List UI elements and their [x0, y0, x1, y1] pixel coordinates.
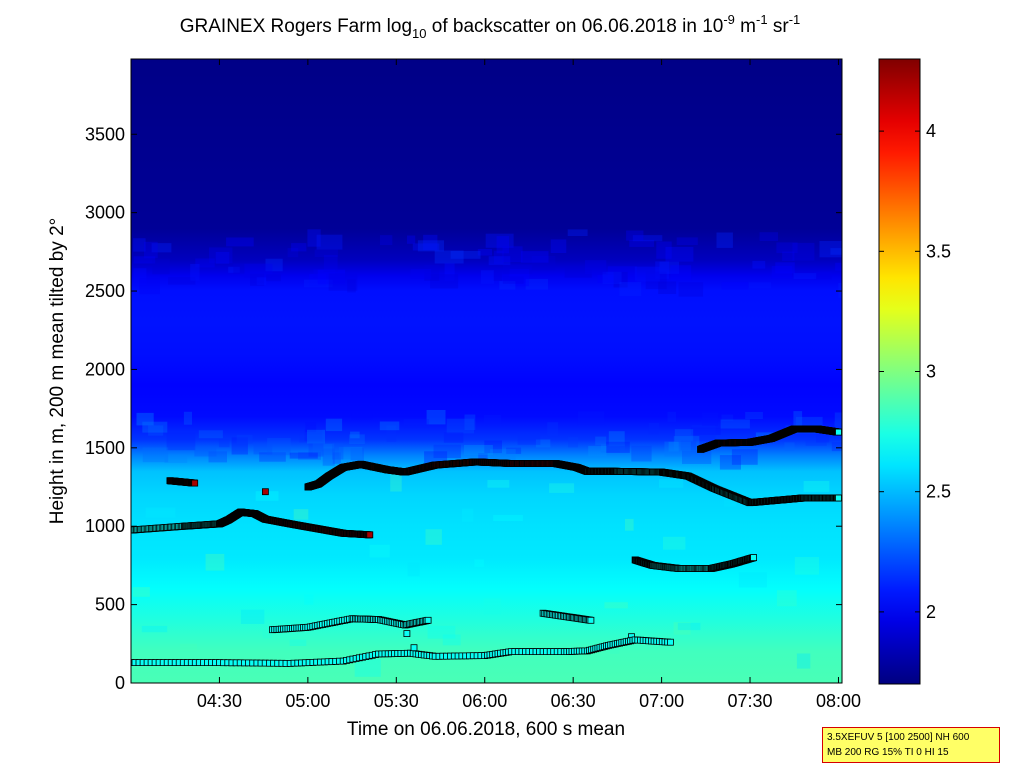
layer-marker	[667, 638, 674, 646]
layer-marker	[835, 428, 842, 436]
layer-marker	[750, 554, 757, 561]
colorbar-tick-label: 2.5	[926, 482, 951, 502]
info-line-1: 3.5XEFUV 5 [100 2500] NH 600	[827, 732, 970, 743]
y-tick-label: 500	[95, 595, 125, 615]
plot-area: 04:30 05:00 05:30 06:00 06:30 07:00 07:30 08:00…	[85, 58, 861, 711]
layer-markers	[131, 425, 842, 667]
colorbar: 2 2.5 3 3.5 4	[878, 58, 951, 685]
x-axis-ticks: 04:30 05:00 05:30 06:00 06:30 07:00 07:30 08:00	[197, 59, 861, 711]
x-tick-label: 05:30	[374, 691, 419, 711]
heatmap-field	[131, 59, 842, 683]
x-tick-label: 06:30	[551, 691, 596, 711]
x-tick-label: 08:00	[816, 691, 861, 711]
layer-marker	[410, 644, 418, 652]
title-part-3: m	[735, 16, 756, 37]
y-tick-label: 3000	[85, 203, 125, 223]
colorbar-ticks: 2 2.5 3 3.5 4	[879, 121, 951, 622]
colorbar-tick-label: 4	[926, 121, 936, 141]
plot-frame	[130, 58, 843, 684]
y-tick-label: 2500	[85, 281, 125, 301]
x-tick-label: 07:00	[639, 691, 684, 711]
y-axis-ticks: 0 500 1000 1500 2000 2500 3000 3500	[85, 124, 842, 693]
layer-marker	[191, 479, 199, 487]
y-axis-label: Height in m, 200 m mean tilted by 2°	[47, 218, 68, 524]
title-subscript: 10	[412, 26, 426, 41]
heatmap-texture	[132, 229, 842, 677]
title-superscript-2: -1	[756, 12, 768, 27]
y-tick-label: 3500	[85, 124, 125, 144]
y-tick-label: 0	[115, 673, 125, 693]
layer-marker	[587, 616, 595, 624]
title-part-4: sr	[768, 16, 790, 37]
x-tick-label: 04:30	[197, 691, 242, 711]
x-tick-label: 06:00	[462, 691, 507, 711]
colorbar-tick-label: 3.5	[926, 241, 951, 261]
layer-marker	[366, 531, 374, 539]
chart-title: GRAINEX Rogers Farm log10 of backscatter…	[180, 12, 801, 41]
layer-marker	[835, 494, 842, 502]
y-tick-label: 1500	[85, 438, 125, 458]
colorbar-fill	[878, 58, 921, 685]
settings-info-box: 3.5XEFUV 5 [100 2500] NH 600 MB 200 RG 1…	[822, 727, 1000, 763]
title-superscript-1: -9	[723, 12, 735, 27]
x-tick-label: 05:00	[285, 691, 330, 711]
title-part-2: of backscatter on 06.06.2018 in 10	[427, 16, 724, 37]
x-axis-label: Time on 06.06.2018, 600 s mean	[347, 719, 625, 740]
layer-marker	[403, 630, 411, 637]
x-tick-label: 07:30	[728, 691, 773, 711]
layer-marker	[261, 488, 269, 496]
layer-marker	[424, 616, 432, 624]
colorbar-tick-label: 2	[926, 602, 936, 622]
y-tick-label: 2000	[85, 359, 125, 379]
colorbar-tick-label: 3	[926, 362, 936, 382]
y-tick-label: 1000	[85, 516, 125, 536]
title-superscript-3: -1	[789, 12, 801, 27]
info-line-2: MB 200 RG 15% TI 0 HI 15	[827, 747, 949, 758]
title-part-1: GRAINEX Rogers Farm log	[180, 16, 412, 37]
